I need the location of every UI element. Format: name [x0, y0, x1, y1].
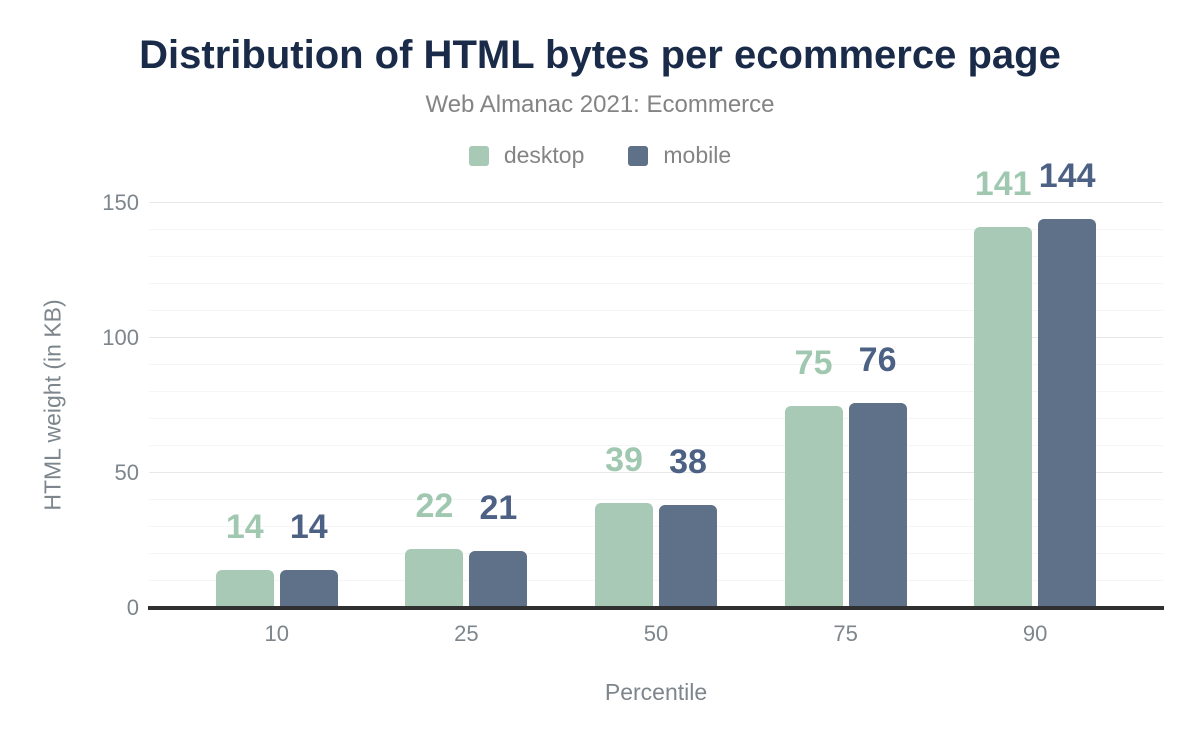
minor-gridline	[149, 580, 1163, 581]
x-axis-ticks: 10 25 50 75 90	[149, 621, 1163, 647]
bar-value-label-mobile: 21	[479, 489, 518, 528]
y-tick-label: 50	[114, 460, 139, 486]
bar-group: 14 14	[182, 203, 372, 608]
bar-value-label-desktop: 75	[794, 343, 833, 382]
bar-value-label-mobile: 144	[1038, 157, 1096, 196]
y-axis-ticks: 0 50 100 150	[0, 192, 139, 619]
bar-group: 22 21	[372, 203, 562, 608]
bar-value-label-mobile: 38	[669, 443, 707, 482]
bar-mobile: 144	[1038, 159, 1097, 608]
bar-value-label-desktop: 22	[415, 486, 454, 525]
bars-layer: 14 14 22 21 39 38 75 76 141 144	[149, 159, 1163, 608]
minor-gridline	[149, 499, 1163, 500]
minor-gridline	[149, 229, 1163, 230]
x-axis-title: Percentile	[604, 679, 708, 705]
minor-gridline	[149, 283, 1163, 284]
minor-gridline	[149, 391, 1163, 392]
bar-desktop: 14	[215, 510, 274, 608]
bar-value-label-mobile: 14	[289, 508, 328, 547]
legend-item-mobile: mobile	[628, 142, 731, 169]
major-gridline	[149, 337, 1163, 339]
x-tick-label: 25	[454, 621, 479, 646]
legend-swatch-mobile	[628, 145, 649, 166]
minor-gridline	[149, 256, 1163, 257]
major-gridline	[149, 472, 1163, 474]
bar-desktop: 141	[974, 167, 1033, 608]
bar-mobile: 14	[279, 510, 338, 608]
minor-gridline	[149, 553, 1163, 554]
bar-mobile: 38	[658, 445, 717, 608]
bar-desktop: 39	[594, 443, 653, 608]
bar-group: 39 38	[561, 203, 751, 608]
minor-gridline	[149, 364, 1163, 365]
bar-desktop: 22	[405, 489, 464, 608]
minor-gridline	[149, 526, 1163, 527]
x-tick-label: 10	[264, 621, 290, 646]
grid-layer	[149, 202, 1163, 608]
x-tick-label: 75	[833, 621, 858, 646]
legend: desktop mobile	[0, 142, 1200, 169]
bar-value-label-desktop: 39	[605, 440, 643, 479]
x-axis-line	[148, 606, 1164, 610]
legend-swatch-desktop	[468, 145, 489, 166]
bar-group: 75 76	[751, 203, 941, 608]
bar-group: 141 144	[940, 159, 1130, 608]
y-tick-label: 150	[102, 190, 139, 215]
bar-desktop: 75	[784, 346, 843, 608]
legend-item-desktop: desktop	[468, 142, 585, 169]
y-tick-label: 0	[126, 595, 139, 620]
bar-mobile: 21	[469, 491, 528, 608]
minor-gridline	[149, 310, 1163, 311]
bar-value-label-desktop: 141	[974, 165, 1032, 204]
x-tick-label: 90	[1022, 621, 1048, 646]
legend-label-desktop: desktop	[503, 142, 585, 168]
bar-value-label-desktop: 14	[225, 508, 264, 547]
bar-mobile: 76	[848, 343, 907, 608]
major-gridline	[149, 202, 1163, 203]
minor-gridline	[149, 418, 1163, 419]
x-tick-label: 50	[643, 621, 669, 646]
chart-subtitle: Web Almanac 2021: Ecommerce	[425, 91, 775, 118]
plot-area: 14 14 22 21 39 38 75 76 141 144	[149, 159, 1163, 608]
legend-label-mobile: mobile	[663, 142, 732, 168]
y-tick-label: 100	[102, 325, 139, 351]
minor-gridline	[149, 445, 1163, 446]
bar-value-label-mobile: 76	[858, 340, 897, 379]
chart-title: Distribution of HTML bytes per ecommerce…	[139, 33, 1061, 77]
